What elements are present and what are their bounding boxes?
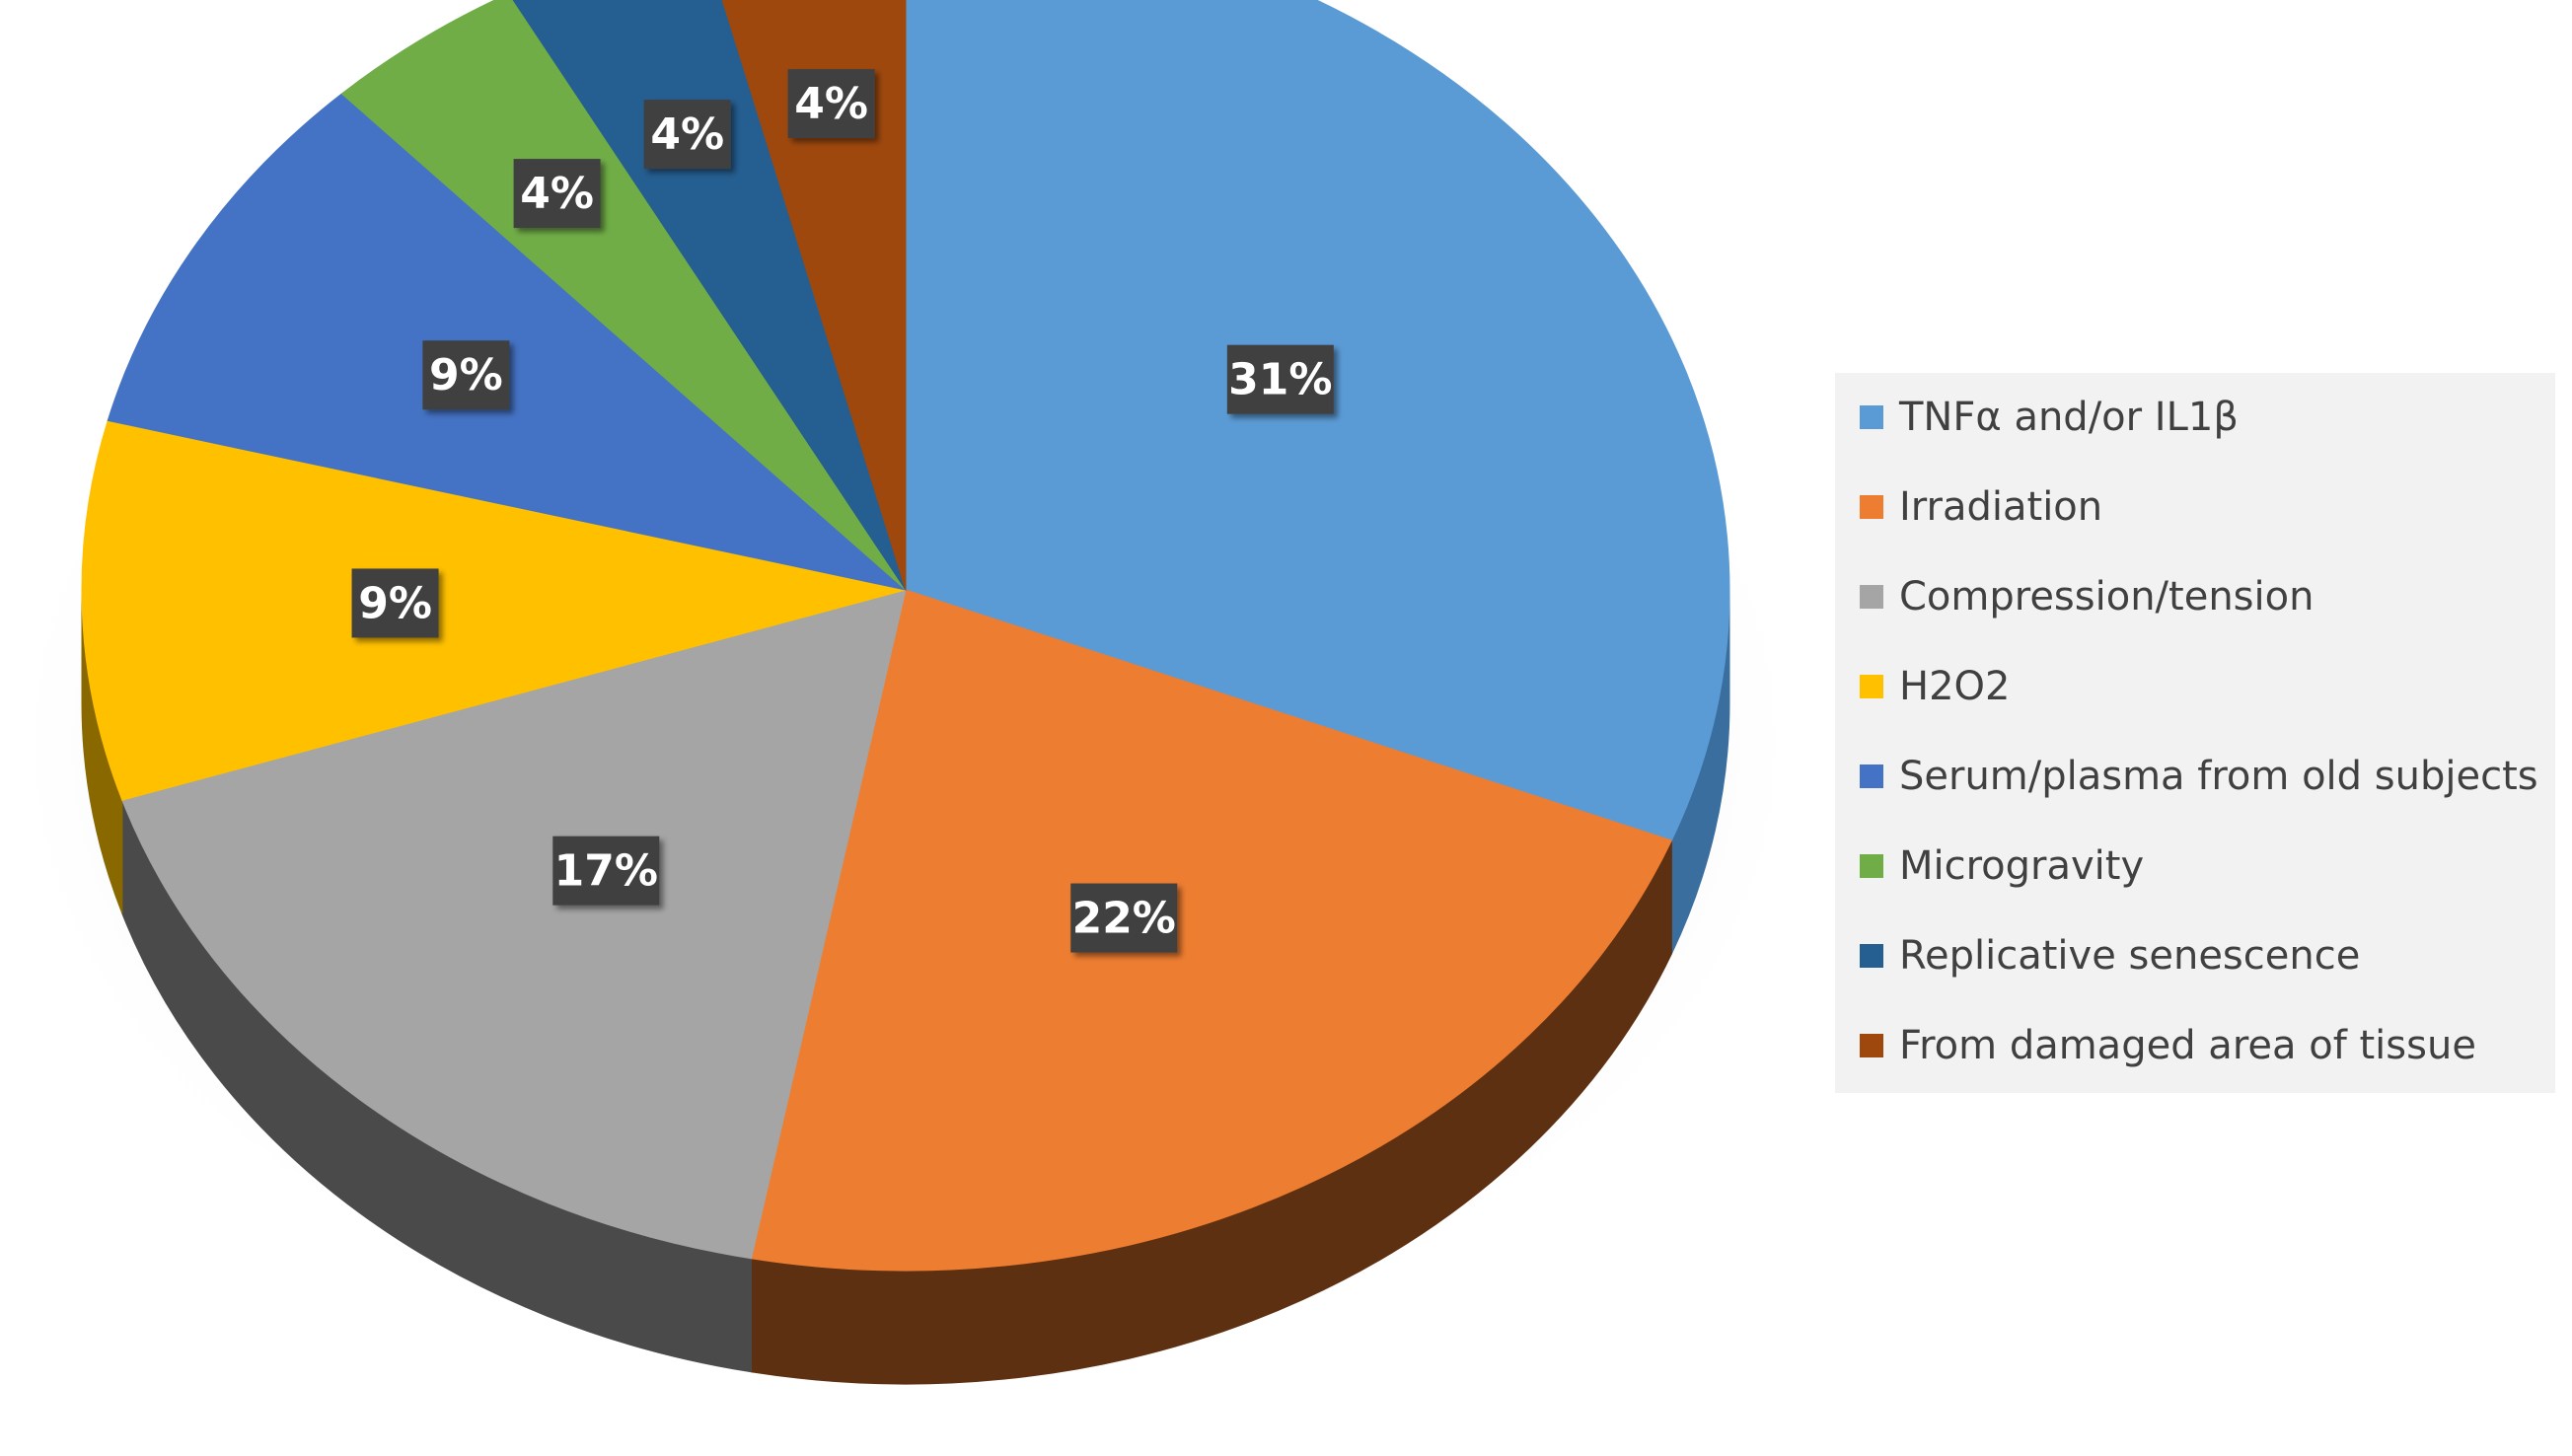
legend-label: Serum/plasma from old subjects bbox=[1899, 754, 2538, 799]
legend-swatch bbox=[1860, 405, 1883, 429]
pie-slice-compression-tension bbox=[121, 589, 907, 1260]
data-label-from-damaged-area-of-tissue: 4% bbox=[787, 69, 875, 139]
data-label-serum-plasma-from-old-subjects: 9% bbox=[422, 340, 510, 410]
data-label-box bbox=[787, 69, 875, 139]
data-label-text: 9% bbox=[358, 578, 432, 628]
legend-swatch bbox=[1860, 944, 1883, 968]
pie-slice-microgravity bbox=[340, 0, 907, 591]
legend-item-replicative-senescence: Replicative senescence bbox=[1860, 933, 2360, 979]
legend-swatch bbox=[1860, 585, 1883, 609]
legend-item-serum-plasma-from-old-subjects: Serum/plasma from old subjects bbox=[1860, 754, 2538, 799]
legend-label: Irradiation bbox=[1899, 484, 2102, 530]
legend: TNFα and/or IL1β Irradiation Compression/t… bbox=[1835, 373, 2555, 1093]
data-label-box bbox=[552, 836, 660, 906]
data-label-text: 31% bbox=[1228, 355, 1332, 405]
legend-label: From damaged area of tissue bbox=[1899, 1023, 2476, 1068]
legend-label: Replicative senescence bbox=[1899, 933, 2360, 979]
data-label-replicative-senescence: 4% bbox=[643, 100, 731, 170]
data-label-microgravity: 4% bbox=[513, 159, 601, 229]
legend-swatch bbox=[1860, 854, 1883, 878]
pie-slice-h2o2 bbox=[81, 419, 907, 801]
data-label-compression-tension: 17% bbox=[552, 836, 660, 906]
data-label-box bbox=[643, 100, 731, 170]
data-labels: 31% 22% 17% 9% 9% 4% 4% 4% bbox=[351, 69, 1334, 953]
data-label-box bbox=[351, 568, 439, 638]
legend-item-microgravity: Microgravity bbox=[1860, 843, 2144, 889]
data-label-text: 22% bbox=[1072, 894, 1176, 944]
legend-item-h2o2: H2O2 bbox=[1860, 664, 2010, 709]
legend-label: TNFα and/or IL1β bbox=[1898, 395, 2239, 440]
data-label-box bbox=[513, 159, 601, 229]
legend-swatch bbox=[1860, 675, 1883, 698]
legend-item-from-damaged-area-of-tissue: From damaged area of tissue bbox=[1860, 1023, 2476, 1068]
legend-swatch bbox=[1860, 495, 1883, 519]
data-label-box bbox=[1070, 883, 1178, 953]
legend-background bbox=[1835, 373, 2555, 1093]
data-label-irradiation: 22% bbox=[1070, 883, 1178, 953]
data-label-text: 9% bbox=[429, 350, 503, 400]
legend-label: H2O2 bbox=[1899, 664, 2010, 709]
data-label-text: 4% bbox=[650, 109, 724, 160]
legend-item-compression-tension: Compression/tension bbox=[1860, 574, 2314, 619]
legend-label: Microgravity bbox=[1899, 843, 2144, 889]
pie-slice-replicative-senescence bbox=[512, 0, 907, 591]
data-label-box bbox=[1226, 344, 1334, 414]
data-label-box bbox=[422, 340, 510, 410]
pie-slice-irradiation bbox=[750, 589, 1673, 1272]
data-label-tnf-and-or-il1: 31% bbox=[1226, 344, 1334, 414]
data-label-text: 17% bbox=[554, 846, 658, 897]
pie-slice-from-damaged-area-of-tissue bbox=[721, 0, 907, 591]
legend-swatch bbox=[1860, 764, 1883, 788]
data-label-text: 4% bbox=[794, 79, 868, 129]
legend-item-tnf-and-or-il1: TNFα and/or IL1β bbox=[1860, 395, 2239, 440]
data-label-text: 4% bbox=[520, 169, 594, 219]
legend-label: Compression/tension bbox=[1899, 574, 2314, 619]
pie-slice-tnf-and-or-il1 bbox=[905, 0, 1730, 841]
legend-swatch bbox=[1860, 1034, 1883, 1057]
legend-item-irradiation: Irradiation bbox=[1860, 484, 2102, 530]
data-label-h2o2: 9% bbox=[351, 568, 439, 638]
